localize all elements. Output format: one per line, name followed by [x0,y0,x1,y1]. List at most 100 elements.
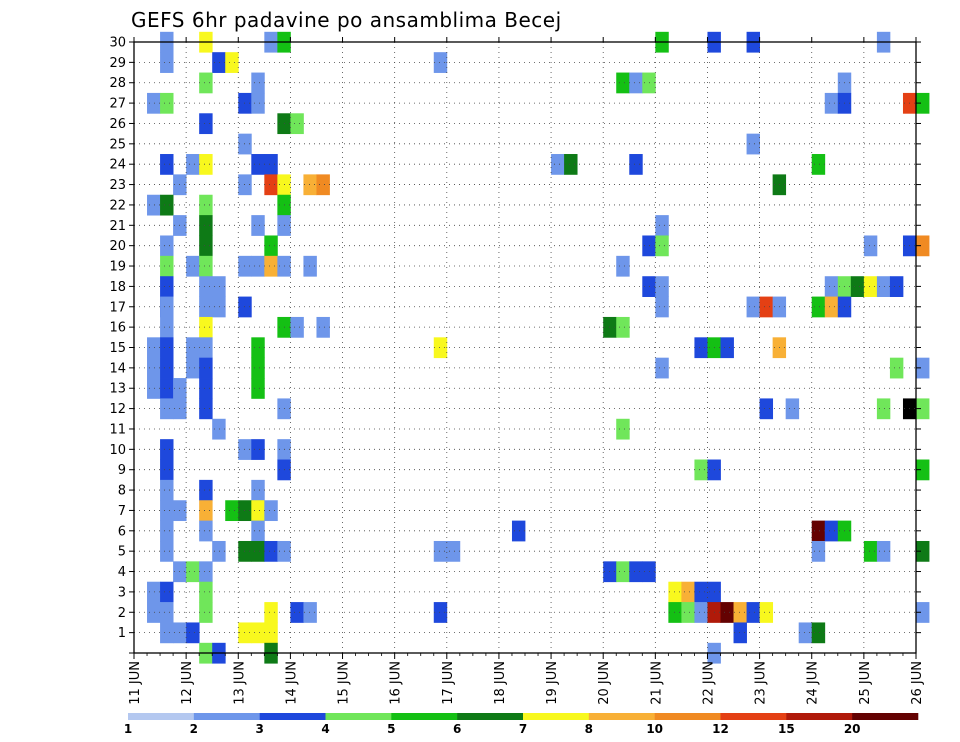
y-tick-label: 19 [109,260,126,275]
heatmap-cell [160,520,174,542]
heatmap-cell [433,540,448,562]
x-tick-label: 14 JUN [284,661,299,705]
heatmap-cell [264,500,278,522]
heatmap-cell [889,357,904,379]
heatmap-cell [186,357,200,379]
heatmap-cell [199,500,213,522]
x-tick-label: 18 JUN [493,661,508,705]
heatmap-cell [186,622,200,644]
heatmap-cell [733,622,747,644]
heatmap-cell [694,459,708,481]
heatmap-cell [160,337,174,359]
heatmap-cell [264,622,278,644]
y-tick-label: 26 [109,117,126,132]
heatmap-cell [876,398,891,420]
heatmap-cell [160,276,174,297]
heatmap-cell [160,92,174,114]
x-tick-label: 19 JUN [545,661,560,705]
heatmap-cell [160,378,174,399]
heatmap-cell [147,92,161,114]
heatmap-cell [160,316,174,338]
y-tick-label: 14 [109,361,126,376]
heatmap-cell [199,581,213,603]
legend-label: 12 [712,722,729,736]
legend-swatch [259,713,326,720]
legend-swatch [852,713,919,720]
heatmap-cell [251,500,265,522]
heatmap-cell [916,357,930,379]
legend-swatch [325,713,392,720]
y-tick-label: 12 [109,402,126,417]
y-tick-label: 30 [109,36,126,51]
legend-label: 4 [321,722,329,736]
heatmap-cell [551,154,565,175]
heatmap-cell [863,540,878,562]
heatmap-cell [160,154,174,175]
heatmap-cell [681,602,695,623]
heatmap-cell [160,194,174,216]
legend-swatch [391,713,458,720]
legend-label: 5 [387,722,395,736]
heatmap-cell [199,602,213,623]
heatmap-cell [511,520,526,542]
heatmap-cell [694,337,708,359]
heatmap-cell [251,357,265,379]
heatmap-cell [264,540,278,562]
heatmap-cell [720,337,734,359]
legend-swatch [128,713,195,720]
y-tick-label: 6 [118,524,126,539]
heatmap-cell [160,622,174,644]
heatmap-cell [160,235,174,257]
x-tick-label: 16 JUN [389,661,404,705]
heatmap-cell [160,398,174,420]
heatmap-cell [251,479,265,501]
chart-title: GEFS 6hr padavine po ansamblima Becej [131,8,562,32]
legend-label: 3 [255,722,263,736]
heatmap-cell [251,622,265,644]
heatmap-cell [199,398,213,420]
heatmap-cell [199,479,213,501]
y-tick-label: 9 [118,463,126,478]
heatmap-cell [199,215,213,236]
heatmap-cell [199,316,213,338]
heatmap-cell [655,215,669,236]
heatmap-cell [251,72,265,94]
heatmap-cell [655,296,669,318]
heatmap-cell [316,174,330,196]
y-tick-label: 20 [109,239,126,254]
y-tick-label: 1 [118,626,126,641]
heatmap-cell [916,459,930,481]
heatmap-cell [629,561,643,583]
heatmap-cell [147,357,161,379]
heatmap-cell [199,378,213,399]
x-tick-label: 17 JUN [441,661,456,705]
heatmap-cell [433,337,448,359]
y-tick-label: 16 [109,321,126,336]
legend-swatch [720,713,787,720]
heatmap-cell [824,276,839,297]
heatmap-cell [199,276,213,297]
legend-label: 15 [778,722,795,736]
heatmap-cell [160,296,174,318]
heatmap-cell [746,296,760,318]
heatmap-cell [186,561,200,583]
heatmap-cell [303,174,317,196]
heatmap-cell [160,479,174,501]
heatmap-cell [251,154,265,175]
x-tick-label: 21 JUN [649,661,664,705]
heatmap-cell [264,174,278,196]
heatmap-cell [199,357,213,379]
y-tick-label: 7 [118,504,126,519]
heatmap-cell [316,316,330,338]
heatmap-cell [160,540,174,562]
heatmap-cell [199,296,213,318]
heatmap-cell [889,276,904,297]
heatmap-cell [290,602,304,623]
heatmap-cell [199,520,213,542]
heatmap-cell [199,235,213,257]
heatmap-cell [160,439,174,460]
heatmap-cell [251,337,265,359]
y-tick-label: 22 [109,198,126,213]
heatmap-cell [629,72,643,94]
heatmap-cell [746,133,760,155]
